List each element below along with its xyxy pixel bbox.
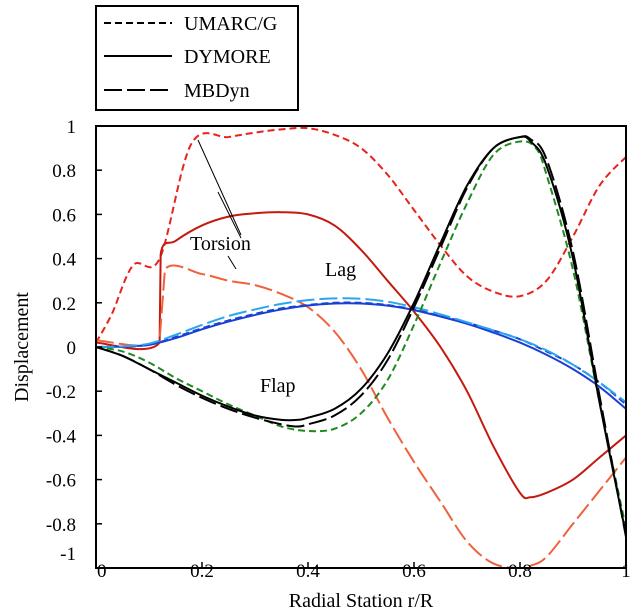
y-tick-label: 0.4 xyxy=(52,250,76,271)
series-torsion-mbdyn xyxy=(96,264,626,568)
series-flap-dymore xyxy=(96,135,626,536)
legend: UMARC/G DYMORE MBDyn xyxy=(95,5,299,111)
series-torsion-umarc-g xyxy=(96,126,626,344)
x-tick-label: 0.2 xyxy=(190,561,214,582)
annotation-torsion: Torsion xyxy=(190,233,251,255)
legend-label-umarcg: UMARC/G xyxy=(184,13,277,35)
x-tick-label: 0.6 xyxy=(402,561,426,582)
series-flap-umarc-g xyxy=(96,140,626,529)
y-tick-label: -0.6 xyxy=(46,471,76,492)
annotation-leaders xyxy=(197,139,242,270)
y-tick-label: -1 xyxy=(60,544,76,565)
y-tick-label: -0.2 xyxy=(46,382,76,403)
torsion-leader-line-2 xyxy=(217,191,242,239)
y-tick-label: -0.8 xyxy=(46,515,76,536)
x-axis-title: Radial Station r/R xyxy=(289,590,434,612)
y-tick-label: 1 xyxy=(67,117,77,138)
plot-frame xyxy=(95,125,627,569)
series-layer xyxy=(96,126,626,568)
y-tick-label: 0 xyxy=(67,338,77,359)
x-tick-label: 0 xyxy=(97,561,107,582)
x-tick-label: 1 xyxy=(621,561,631,582)
annotation-flap: Flap xyxy=(260,375,296,397)
annotation-lag: Lag xyxy=(325,259,356,281)
series-lag-dymore xyxy=(96,302,626,410)
torsion-leader-line-3 xyxy=(227,255,237,270)
x-tick-label: 0.4 xyxy=(296,561,320,582)
series-lag-mbdyn xyxy=(96,297,626,404)
torsion-leader-line-1 xyxy=(197,139,242,236)
y-tick-label: -0.4 xyxy=(46,426,77,447)
tick-layer: 0 0.2 0.4 0.6 0.8 1 -1 -0.8 -0.6 -0.4 -0.2 0 0.2 0.4 0… xyxy=(46,117,631,582)
series-flap-mbdyn xyxy=(96,135,626,538)
y-tick-label: 0.2 xyxy=(52,294,76,315)
y-tick-label: 0.6 xyxy=(52,205,76,226)
legend-label-mbdyn: MBDyn xyxy=(184,80,250,102)
legend-label-dymore: DYMORE xyxy=(184,46,271,68)
series-torsion-dymore xyxy=(96,211,626,500)
x-tick-label: 0.8 xyxy=(508,561,532,582)
y-axis-title: Displacement xyxy=(11,292,33,402)
y-tick-label: 0.8 xyxy=(52,161,76,182)
